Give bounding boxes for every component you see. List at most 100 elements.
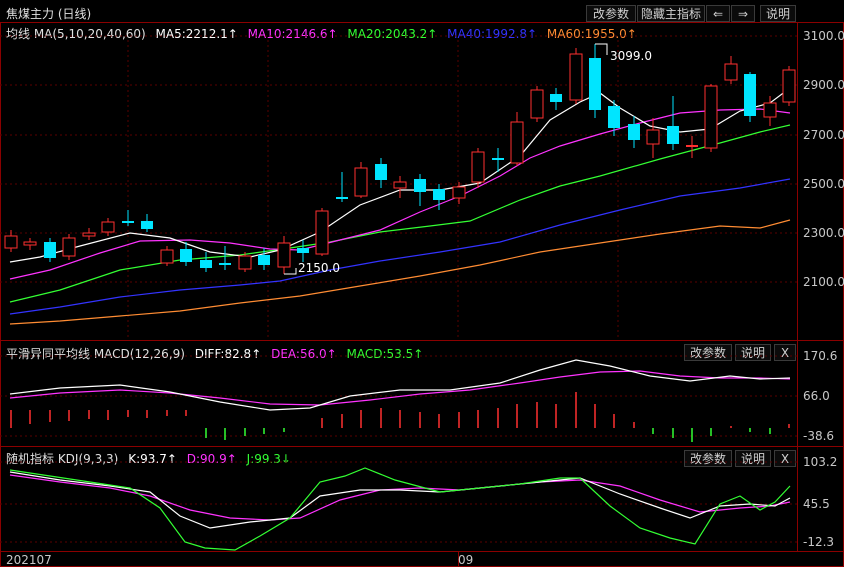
ma5-value: MA5:2212.1↑ (155, 27, 238, 41)
kdj-ytick-high: 103.2 (803, 455, 837, 469)
kdj-ytick-mid: 45.5 (803, 497, 830, 511)
candle-41 (782, 66, 796, 106)
hide-indicator-button[interactable]: 隐藏主指标 (637, 5, 705, 22)
macd-histogram (10, 392, 790, 442)
candle-31 (589, 44, 601, 118)
candle-20 (375, 158, 387, 188)
candle-10 (180, 242, 192, 266)
macd-legend: 平滑异同平均线 MACD(12,26,9) DIFF:82.8↑ DEA:56.… (6, 345, 429, 362)
x-axis-labels: 202107 09 (6, 552, 473, 567)
ytick-2900: 2900.0 (803, 78, 844, 92)
candle-11 (200, 252, 212, 272)
kdj-params-button[interactable]: 改参数 (684, 450, 732, 467)
kdj-j-value: J:99.3↓ (246, 452, 291, 466)
ytick-2700: 2700.0 (803, 128, 844, 142)
candle-07 (122, 210, 134, 226)
candle-15 (277, 236, 291, 274)
candle-08 (141, 214, 153, 232)
ma20-value: MA20:2043.2↑ (347, 27, 438, 41)
macd-diff-value: DIFF:82.8↑ (194, 347, 262, 361)
macd-dea-value: DEA:56.0↑ (271, 347, 337, 361)
candle-30 (569, 48, 583, 104)
y-axis-labels: 3100.0 2900.0 2700.0 2500.0 2300.0 2100.… (803, 29, 844, 549)
candle-06 (101, 218, 115, 236)
ma40-value: MA40:1992.8↑ (447, 27, 538, 41)
candle-35 (667, 96, 679, 150)
price-annotations: 3099.0 2150.0 (284, 43, 652, 275)
ma10-line (9, 108, 791, 280)
kdj-legend: 随机指标 KDJ(9,3,3) K:93.7↑ D:90.9↑ J:99.3↓ (6, 450, 297, 467)
candle-36 (686, 136, 698, 158)
window-title: 焦煤主力 (日线) (6, 7, 92, 21)
candle-17 (315, 208, 329, 256)
candle-09 (160, 246, 174, 266)
candle-18 (336, 172, 348, 202)
candle-21 (393, 176, 407, 198)
candle-25 (471, 148, 485, 188)
xlabel-09: 09 (458, 553, 473, 567)
candle-40 (763, 96, 777, 126)
macd-ytick-mid: 66.0 (803, 389, 830, 403)
candle-34 (646, 118, 660, 158)
kdj-k-line (9, 471, 791, 529)
ytick-2500: 2500.0 (803, 177, 844, 191)
kdj-d-line (9, 474, 791, 521)
candle-37 (704, 84, 718, 152)
low-annotation: 2150.0 (298, 261, 340, 275)
candle-14 (258, 248, 270, 270)
macd-label: 平滑异同平均线 MACD(12,26,9) (6, 347, 185, 361)
xlabel-202107: 202107 (6, 553, 52, 567)
candle-04 (62, 234, 76, 260)
ma10-value: MA10:2146.6↑ (247, 27, 338, 41)
candle-32 (608, 100, 620, 136)
candle-01 (4, 230, 18, 252)
help-button[interactable]: 说明 (760, 5, 796, 22)
ytick-2300: 2300.0 (803, 226, 844, 240)
ytick-2100: 2100.0 (803, 275, 844, 289)
main-grid (0, 35, 797, 543)
candle-03 (44, 238, 56, 262)
candle-23 (433, 184, 445, 210)
kdj-d-value: D:90.9↑ (186, 452, 237, 466)
kdj-help-button[interactable]: 说明 (735, 450, 771, 467)
candle-33 (628, 116, 640, 148)
macd-lines (9, 359, 791, 411)
ma-label: 均线 MA(5,10,20,40,60) (6, 27, 146, 41)
macd-ytick-low: -38.6 (803, 429, 834, 443)
candle-24 (452, 182, 466, 204)
candle-27 (510, 112, 524, 166)
change-params-button[interactable]: 改参数 (586, 5, 636, 22)
ma-legend: 均线 MA(5,10,20,40,60) MA5:2212.1↑ MA10:21… (6, 25, 643, 42)
candle-38 (724, 56, 738, 84)
kdj-j-line (9, 467, 791, 551)
moving-averages (9, 87, 791, 325)
macd-macd-value: MACD:53.5↑ (346, 347, 424, 361)
candlesticks (4, 44, 796, 274)
kdj-lines (9, 467, 791, 551)
macd-close-button[interactable]: X (774, 344, 796, 361)
candle-29 (550, 88, 562, 110)
candle-12 (219, 246, 231, 270)
candle-05 (82, 228, 96, 240)
ytick-3100: 3100.0 (803, 29, 844, 43)
candle-26 (492, 148, 504, 172)
candle-13 (238, 252, 252, 272)
candle-02 (23, 238, 37, 250)
macd-ytick-high: 170.6 (803, 349, 837, 363)
prev-arrow-button[interactable]: ⇐ (706, 5, 730, 22)
kdj-close-button[interactable]: X (774, 450, 796, 467)
ma60-value: MA60:1955.0↑ (546, 27, 637, 41)
ma20-line (9, 124, 791, 303)
next-arrow-button[interactable]: ⇒ (731, 5, 755, 22)
dea-line (9, 370, 791, 406)
candle-22 (414, 174, 426, 206)
kdj-ytick-low: -12.3 (803, 535, 834, 549)
candle-16 (297, 240, 309, 262)
high-annotation: 3099.0 (610, 49, 652, 63)
candle-39 (744, 72, 756, 122)
candle-28 (530, 86, 544, 122)
ma60-line (9, 219, 791, 325)
ma40-line (9, 178, 791, 315)
diff-line (9, 359, 791, 411)
